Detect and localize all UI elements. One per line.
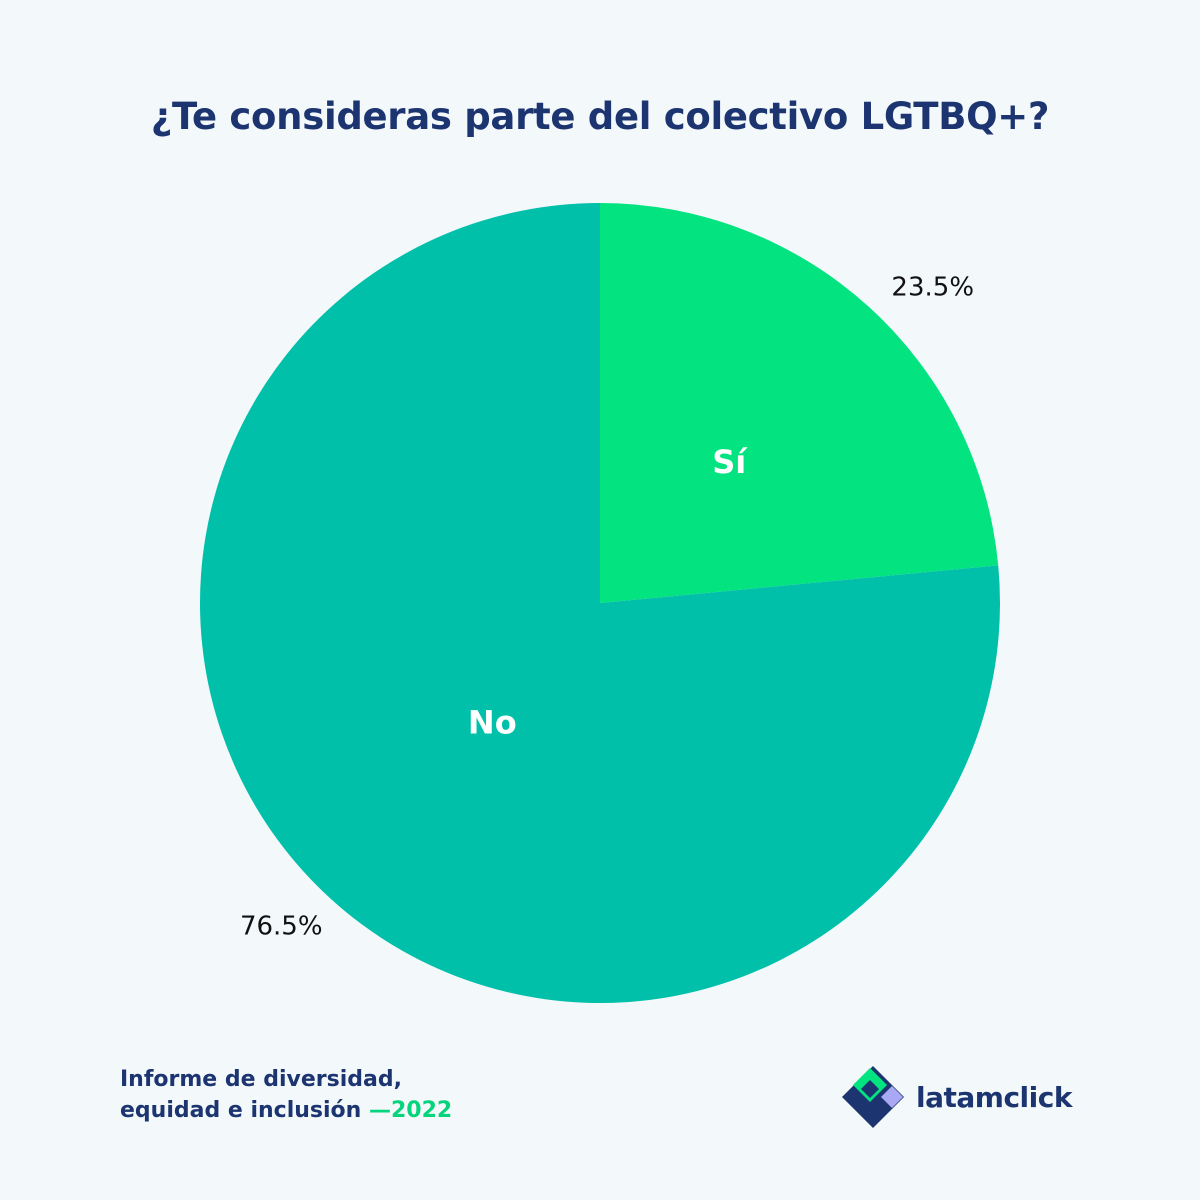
pie-slice-no [199, 203, 1000, 1003]
slice-value-no: 76.5% [240, 912, 323, 942]
latamclick-logo-icon [842, 1066, 904, 1128]
report-caption: Informe de diversidad, equidad e inclusi… [120, 1064, 452, 1126]
report-caption-text: equidad e inclusión [120, 1098, 362, 1123]
slice-label-si: Sí [712, 443, 748, 481]
report-caption-line1: Informe de diversidad, [120, 1067, 402, 1092]
brand-name: latamclick [916, 1080, 1072, 1114]
report-caption-line2: equidad e inclusión —2022 [120, 1095, 452, 1126]
brand-logo: latamclick [840, 1062, 1072, 1132]
pie-slice-si [600, 203, 999, 603]
chart-title: ¿Te consideras parte del colectivo LGTBQ… [150, 95, 1050, 138]
slice-label-no: No [468, 703, 517, 741]
report-year: —2022 [368, 1098, 453, 1123]
slice-value-si: 23.5% [891, 272, 974, 302]
